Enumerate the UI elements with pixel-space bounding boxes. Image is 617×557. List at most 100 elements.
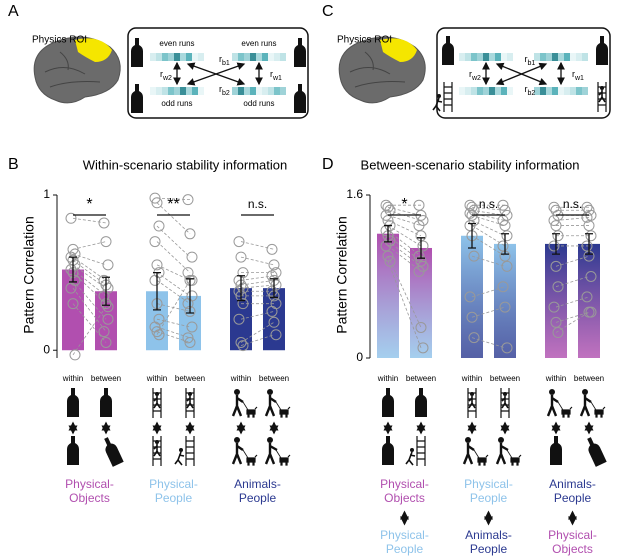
category-label: within xyxy=(146,374,167,383)
error-bar xyxy=(468,222,476,249)
leash xyxy=(473,449,480,459)
pattern-cell xyxy=(156,53,162,61)
pattern-cell xyxy=(501,87,507,95)
subject-point xyxy=(415,321,427,333)
pattern-cell xyxy=(192,53,198,61)
subject-point xyxy=(417,240,429,252)
subject-point xyxy=(65,264,77,276)
subscript: w2 xyxy=(471,75,481,82)
pattern-cell xyxy=(186,53,192,61)
subject-point xyxy=(268,316,280,328)
pair-line xyxy=(387,261,422,348)
pattern-cell xyxy=(274,87,280,95)
error-bar xyxy=(237,275,245,302)
pair-line xyxy=(387,206,422,216)
bottle-shape xyxy=(294,84,306,113)
leash xyxy=(275,401,282,411)
roi-patch xyxy=(380,38,417,62)
person-body xyxy=(468,396,476,409)
subject-point xyxy=(67,298,79,310)
pair-line xyxy=(240,334,275,346)
person-body xyxy=(264,443,278,465)
correlation-label: rb2 xyxy=(525,84,536,96)
person-body xyxy=(598,90,606,103)
pattern-cell xyxy=(477,87,483,95)
bottle-shape xyxy=(104,437,124,467)
category-label: between xyxy=(490,374,520,383)
correlation-label: rb1 xyxy=(219,54,230,66)
bottle-shape xyxy=(67,436,79,465)
person-head xyxy=(234,437,240,443)
brain-sulci xyxy=(44,51,101,88)
group-name: Animals-People xyxy=(234,477,281,505)
pair-line xyxy=(72,253,107,266)
subject-point xyxy=(548,214,560,226)
r: r xyxy=(219,54,222,64)
subject-point xyxy=(466,311,478,323)
significance-label: * xyxy=(401,196,407,213)
bottle-shape xyxy=(596,36,608,65)
person-head xyxy=(188,392,192,396)
pattern-cell xyxy=(280,53,286,61)
pattern-cell xyxy=(256,53,262,61)
leash xyxy=(590,401,597,411)
dog xyxy=(246,454,258,466)
person-body xyxy=(186,396,194,409)
pattern-cell xyxy=(558,87,564,95)
panel-letter: A xyxy=(8,3,19,20)
bottle-shape xyxy=(100,388,112,417)
pattern-cell xyxy=(477,53,483,61)
group-compare: Physical-Objects xyxy=(548,528,597,556)
pattern-cell xyxy=(280,87,286,95)
brain-image xyxy=(338,36,426,104)
pair-line xyxy=(471,286,506,298)
pattern-cell xyxy=(256,87,262,95)
bottle-icon xyxy=(382,436,394,465)
group-name: Physical-People xyxy=(149,477,198,505)
y-tick-label: 0 xyxy=(43,342,50,356)
diagram-box xyxy=(436,27,611,119)
subject-point xyxy=(67,243,79,255)
pair-line xyxy=(471,255,506,267)
pair-line xyxy=(240,284,275,289)
subject-point xyxy=(413,265,425,277)
subject-point xyxy=(585,230,597,242)
ladder-shape xyxy=(416,436,426,466)
person-head xyxy=(503,392,507,396)
pair-line xyxy=(471,220,506,237)
subject-point xyxy=(149,274,161,286)
subject-point xyxy=(550,260,562,272)
bottle-icon xyxy=(100,388,112,417)
bottle-icon xyxy=(104,437,124,467)
y-tick-label: 0 xyxy=(356,350,363,364)
subject-point xyxy=(413,250,425,262)
category-label: between xyxy=(406,374,436,383)
ladder-icon xyxy=(174,436,195,466)
pattern-cell xyxy=(150,87,156,95)
bottle-icon xyxy=(294,84,306,113)
subject-point xyxy=(270,329,282,341)
pattern-cell xyxy=(238,87,244,95)
pair-line xyxy=(387,230,422,257)
pattern-cell xyxy=(483,53,489,61)
bar xyxy=(410,247,432,358)
y-axis-label: Pattern Correlation xyxy=(334,216,350,334)
correlation-label: rw1 xyxy=(572,69,584,81)
person-body xyxy=(495,443,509,465)
pair-line xyxy=(156,280,191,335)
subject-point xyxy=(552,230,564,242)
subject-point xyxy=(237,298,249,310)
subject-point xyxy=(585,306,597,318)
panel-letter: D xyxy=(322,156,334,173)
subject-point xyxy=(468,250,480,262)
pair-line xyxy=(72,287,107,332)
pattern-cell xyxy=(250,87,256,95)
pattern-cell xyxy=(168,53,174,61)
subject-point xyxy=(266,270,278,282)
pattern-cell xyxy=(150,53,156,61)
subject-point xyxy=(501,342,513,354)
category-label: between xyxy=(259,374,289,383)
dog xyxy=(594,406,606,418)
pattern-cell xyxy=(570,53,576,61)
person-head xyxy=(549,389,555,395)
